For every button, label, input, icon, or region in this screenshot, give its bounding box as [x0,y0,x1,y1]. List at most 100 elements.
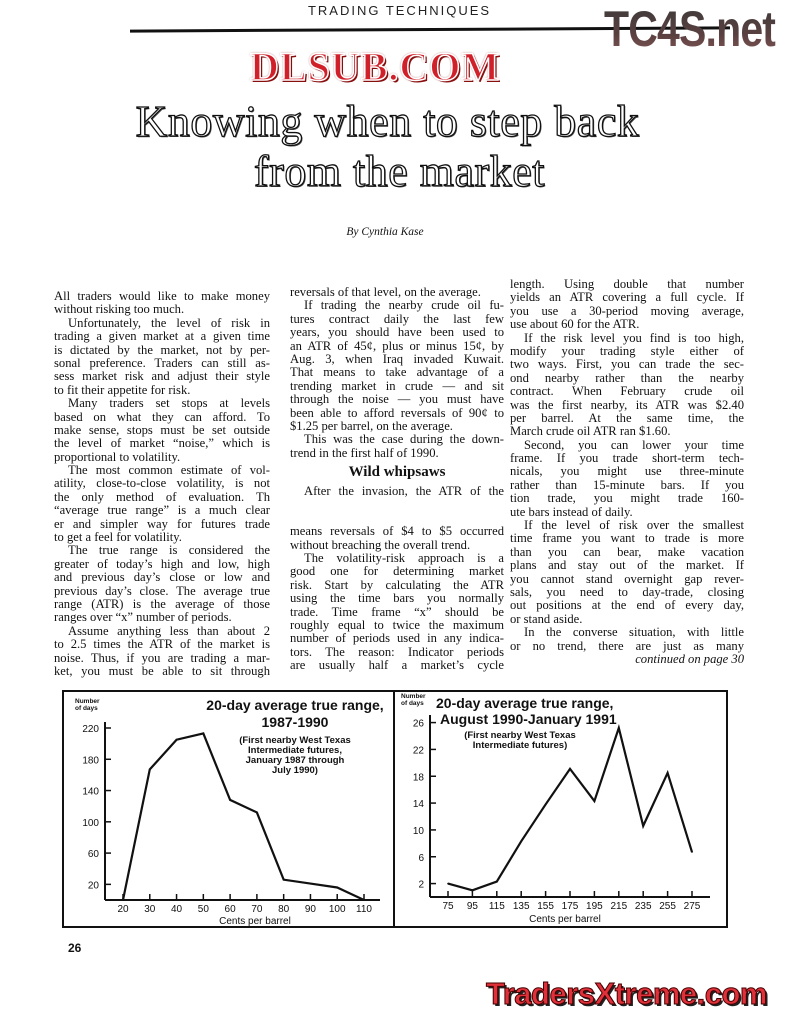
text-line: $1.25 per barrel, on the average. [290,418,453,433]
chart-1-data-point [336,886,339,889]
text-line: Assume anything less than about 2 [68,623,270,638]
text-line: If the risk level you find is too high, [524,330,744,345]
chart-2-data-point [691,851,693,853]
text-line: yields an ATR covering a full cycle. If [510,290,744,305]
text-line: roughly equal to twice the maximum [290,617,504,632]
text-line: er and simpler way for futures trade [54,516,270,531]
text-line: or no trend, there are just as many [510,638,744,653]
chart-2-y-tick-label: 22 [413,745,425,756]
chart-1-y-tick-label: 60 [88,849,100,860]
text-line: ond nearby rather than the nearby [510,370,744,385]
chart-2-data-point [666,772,669,774]
text-line: This was the case during the down- [304,432,504,447]
chart-1-subtitle-1: (First nearby West Texas [239,735,351,746]
text-line: trading a given market at a given time [54,329,270,344]
text-line: was the first nearby, its ATR was $2.40 [510,397,744,412]
text-line: you use a 30-period moving average, [510,303,744,318]
text-line: noise. Thus, if you are trading a mar- [54,650,270,665]
text-line: number of periods used in any indica- [290,631,504,646]
text-line: Many traders set stops at levels [68,396,270,411]
chart-2-data-point [544,803,547,806]
chart-1-x-tick-label: 110 [356,904,372,915]
chart-2-x-tick-label: 95 [467,901,479,912]
text-line: the level of market “noise,” which is [54,436,270,451]
chart-1-title-line-2: 1987-1990 [261,714,329,730]
watermark-tradersxtreme: TradersXtreme.com [486,976,768,1012]
chart-2-subtitle-1: (First nearby West Texas [464,730,576,741]
text-line: Second, you can lower your time [524,437,744,452]
text-line: The volatility-risk approach is a [304,551,504,566]
chart-1-y-tick-label: 140 [82,787,99,798]
text-line: are usually half a market’s cycle [290,658,504,673]
text-line: reversals of that level, on the average. [290,285,481,299]
chart-2-x-tick-label: 215 [610,901,627,912]
chart-2-title-line-2: August 1990-January 1991 [440,711,617,727]
text-line: ket, you must be able to sit through [54,663,270,678]
article-column-3: length. Using double that number yields a… [510,277,744,666]
chart-2-x-tick-label: 195 [586,901,603,912]
text-line: risk. Start by calculating the ATR [290,577,504,592]
text-line: to fit their appetite for risk. [54,382,191,397]
chart-2-x-tick-label: 155 [537,901,554,912]
chart-1-y-tick-label: 220 [82,724,99,735]
chart-2-y-tick-label: 2 [418,880,424,891]
text-line: based on what they can afford. To [54,409,270,424]
chart-1-subtitle-4: July 1990) [272,765,318,776]
text-line: March crude oil ATR ran $1.60. [510,424,671,439]
text-line: the only method of evaluation. Th [54,489,270,504]
chart-2-y-tick-label: 6 [418,853,424,864]
chart-2-x-tick-label: 255 [659,901,676,912]
text-line: If trading the nearby crude oil fu- [304,298,504,313]
chart-1-x-tick-label: 70 [251,904,263,915]
charts-frame [62,690,728,928]
chart-1-x-tick-label: 90 [305,904,317,915]
chart-2-x-tick-label: 235 [635,901,652,912]
chart-1-data-point [202,732,205,735]
chart-1-x-tick-label: 80 [278,904,290,915]
chart-1-data-point [363,899,365,901]
text-line: without breaching the overall trend. [290,537,471,552]
chart-2-data-point [569,768,571,770]
chart-2-title: 20-day average true range, [436,695,614,711]
chart-2-y-tick-label: 14 [413,799,425,810]
text-line: greater of today’s high and low, high [54,556,270,571]
text-line: frame. If you trade short-term tech- [510,451,744,466]
chart-divider [393,690,395,928]
chart-1-y-tick-label: 100 [82,818,99,829]
chart-1-data-point [122,899,124,901]
text-line: two ways. First, you can trade the sec- [510,357,744,372]
text-line: All traders would like to make money [54,289,270,303]
chart-1-data-point [282,878,285,881]
chart-2-y-tick-label: 10 [413,826,425,837]
text-line: If the level of risk over the smallest [524,518,744,533]
text-line: or stand aside. [510,611,583,626]
chart-1-x-tick-label: 20 [117,904,129,915]
text-line: is dictated by the market, not by per- [54,342,270,357]
text-line: That means to take advantage of a [290,365,504,380]
text-line: sess market risk and adjust their style [54,369,270,384]
chart-2-x-tick-label: 75 [442,901,454,912]
article-title-line-2: from the market [253,146,545,196]
text-line: atility, close-to-close volatility, is n… [54,476,270,491]
text-line: trade. Time frame “x” should be [290,604,504,619]
text-line: sonal preference. Traders can still as- [54,355,270,370]
chart-2-series-line [447,724,694,892]
text-line: out positions at the end of every day, [510,598,744,613]
article-column-1: All traders would like to make money with… [54,289,270,678]
byline: By Cynthia Kase [346,226,424,238]
text-line: use about 60 for the ATR. [510,317,640,332]
chart-2-x-tick-label: 275 [684,901,701,912]
page-number: 26 [68,941,82,955]
text-line: been able to afford reversals of 90¢ to [290,405,504,420]
chart-1-title: 20-day average true range, [206,697,384,713]
text-line: “average true range” is a much clear [54,503,270,518]
chart-2-xlabel: Cents per barrel [529,914,601,925]
text-line: through the noise — you must have [290,392,504,407]
article-column-2: reversals of that level, on the average.… [290,285,504,673]
text-line: proportional to volatility. [54,449,181,464]
text-line: plans and stay out of the market. If [510,558,744,573]
chart-1-subtitle-3: January 1987 through [245,755,345,766]
text-line: previous day’s close. The average true [54,583,270,598]
text-line: ute bars instead of daily. [510,504,633,519]
